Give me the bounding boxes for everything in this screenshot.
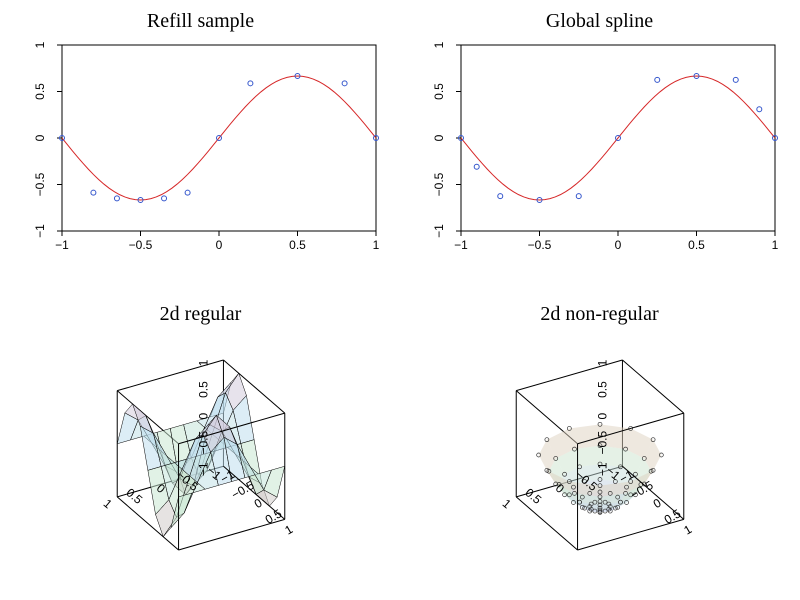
chart-global-spline: −1 −0.5 0 0.5 1 −1 −0.5 0 0.5 1 [415,37,785,257]
svg-text:0.5: 0.5 [522,485,544,507]
panel-top-right: Global spline −1 −0.5 0 0.5 1 −1 −0.5 0 0.5 1 [404,10,795,283]
title-bottom-left: 2d regular [160,303,242,326]
panel-bottom-left: 2d regular −1−0.500.51−1−0.500.51−1−0.50… [5,303,396,580]
svg-text:0.5: 0.5 [661,506,683,527]
svg-text:1: 1 [595,359,609,366]
svg-text:0.5: 0.5 [595,381,609,398]
svg-text:0.5: 0.5 [688,238,705,252]
svg-text:0.5: 0.5 [123,485,145,507]
svg-text:−1: −1 [33,224,47,238]
chart-2d-regular: −1−0.500.51−1−0.500.51−1−0.500.51 [16,330,386,580]
svg-text:0: 0 [215,238,222,252]
svg-text:1: 1 [282,522,295,538]
svg-text:0: 0 [196,412,210,419]
svg-text:1: 1 [100,496,114,511]
svg-text:1: 1 [372,238,379,252]
svg-text:0: 0 [614,238,621,252]
svg-text:1: 1 [681,522,694,538]
svg-text:1: 1 [33,41,47,48]
svg-text:1: 1 [771,238,778,252]
title-top-right: Global spline [546,10,653,33]
title-bottom-right: 2d non-regular [540,303,658,326]
figure-grid: Refill sample −1−0.500.51−1−0.500.51 Glo… [0,0,800,600]
svg-text:0.5: 0.5 [289,238,306,252]
svg-text:−1: −1 [432,224,446,238]
svg-text:1: 1 [499,496,513,511]
svg-text:−0.5: −0.5 [595,431,609,455]
panel-top-left: Refill sample −1 −0.5 0 0.5 1 −1 −0.5 0 0.5 1 [5,10,396,283]
svg-text:0: 0 [650,495,663,511]
svg-text:−1: −1 [454,238,468,252]
svg-text:−0.5: −0.5 [527,238,551,252]
svg-text:−0.5: −0.5 [128,238,152,252]
svg-text:0.5: 0.5 [33,83,47,100]
svg-text:0.5: 0.5 [196,381,210,398]
svg-text:0.5: 0.5 [262,506,284,527]
chart-2d-non-regular: −1−0.500.51−1−0.500.51−1−0.500.51 [415,330,785,580]
svg-text:−0.5: −0.5 [196,431,210,455]
title-top-left: Refill sample [147,10,254,33]
svg-text:−0.5: −0.5 [33,172,47,196]
svg-text:0: 0 [33,134,47,141]
svg-text:0.5: 0.5 [432,83,446,100]
svg-text:0: 0 [595,412,609,419]
chart-refill-sample: −1 −0.5 0 0.5 1 −1 −0.5 0 0.5 1 [16,37,386,257]
svg-text:0: 0 [432,134,446,141]
svg-text:−1: −1 [55,238,69,252]
svg-text:1: 1 [432,41,446,48]
svg-text:1: 1 [196,359,210,366]
panel-bottom-right: 2d non-regular −1−0.500.51−1−0.500.51−1−… [404,303,795,580]
svg-text:−0.5: −0.5 [432,172,446,196]
